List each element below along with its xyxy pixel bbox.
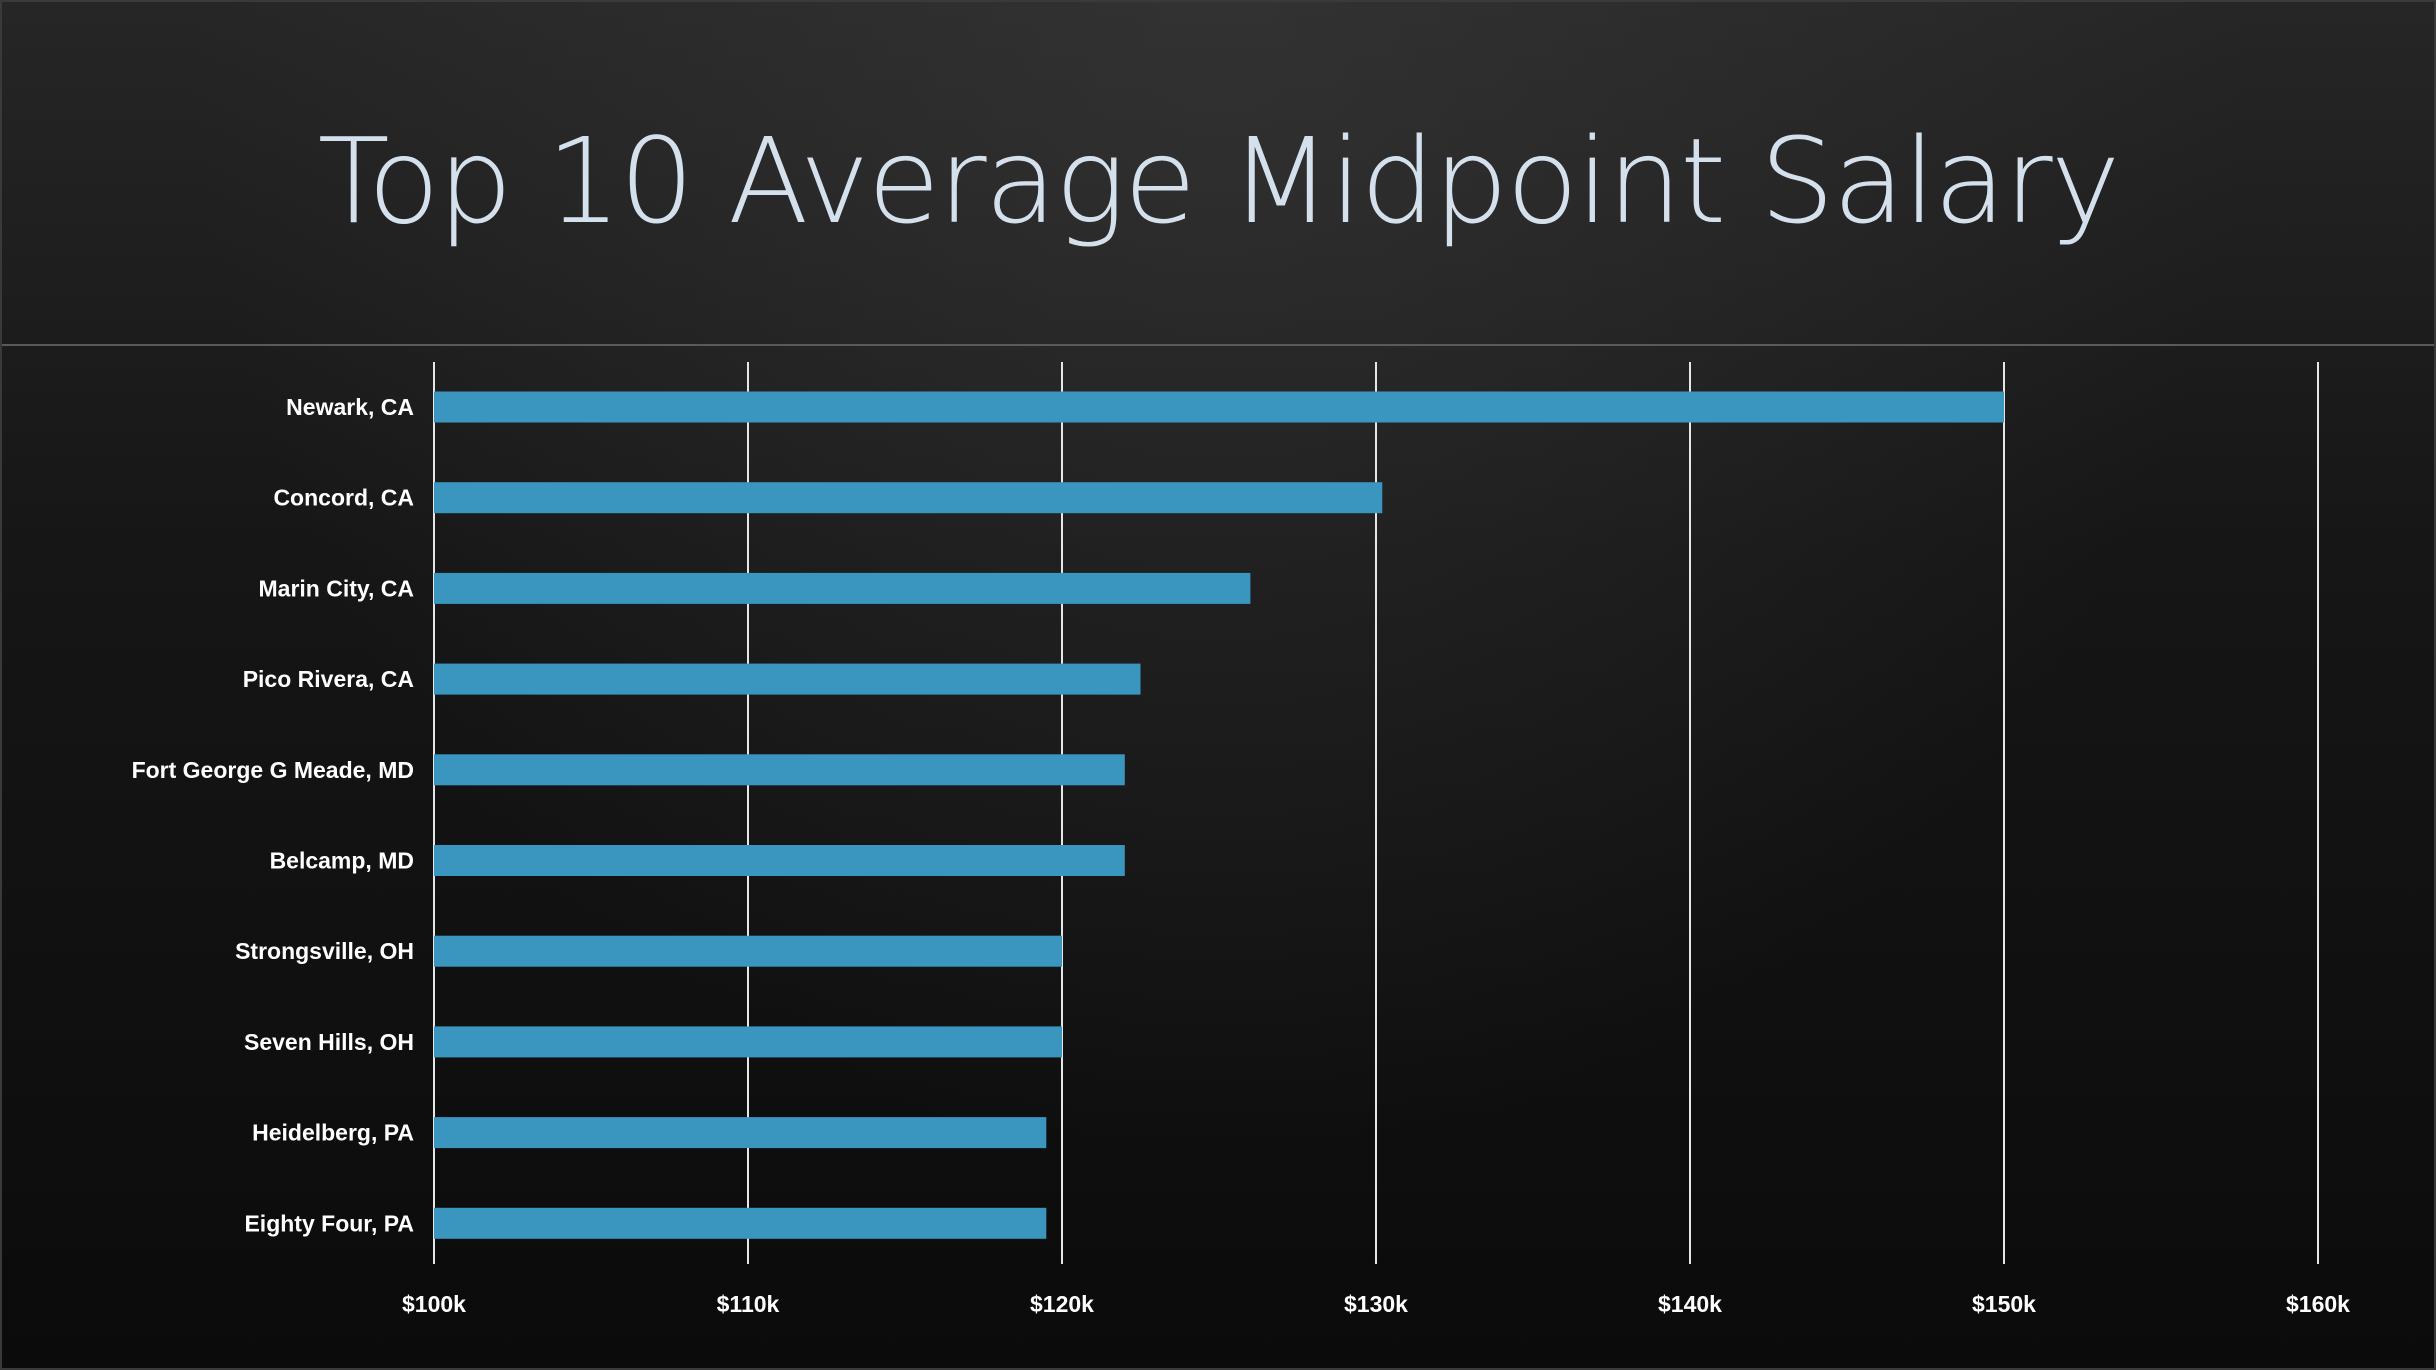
category-label: Pico Rivera, CA (243, 666, 414, 692)
x-tick-label: $120k (1030, 1291, 1094, 1317)
x-tick-label: $130k (1344, 1291, 1408, 1317)
category-label: Eighty Four, PA (244, 1210, 414, 1236)
bar (434, 845, 1125, 876)
bar (434, 1117, 1047, 1149)
category-label: Marin City, CA (259, 575, 414, 601)
bar (434, 1026, 1062, 1058)
x-tick-label: $110k (717, 1291, 780, 1317)
bar (434, 754, 1125, 786)
category-label: Fort George G Meade, MD (132, 757, 414, 783)
category-label: Concord, CA (273, 485, 414, 511)
title-divider (2, 344, 2434, 346)
x-tick-label: $150k (1972, 1291, 2036, 1317)
x-tick-label: $160k (2286, 1291, 2350, 1317)
chart-title: Top 10 Average Midpoint Salary (317, 112, 2121, 250)
category-label: Heidelberg, PA (252, 1120, 414, 1146)
category-label: Newark, CA (286, 394, 414, 420)
category-label: Strongsville, OH (235, 938, 414, 964)
bar (434, 1207, 1047, 1239)
bar (434, 935, 1062, 967)
bar (434, 391, 2004, 423)
x-tick-label: $100k (402, 1291, 466, 1317)
bar (434, 482, 1383, 514)
category-label: Belcamp, MD (270, 848, 414, 874)
category-label: Seven Hills, OH (244, 1029, 414, 1055)
bar (434, 572, 1251, 604)
bar (434, 663, 1141, 695)
x-tick-label: $140k (1658, 1291, 1722, 1317)
